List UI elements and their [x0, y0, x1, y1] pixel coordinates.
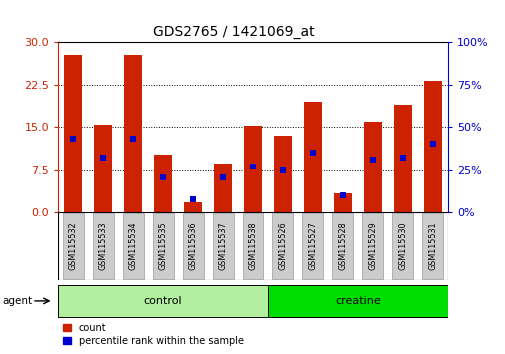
Bar [243, 126, 262, 212]
Text: control: control [143, 296, 182, 306]
Text: GSM115529: GSM115529 [368, 222, 377, 270]
Text: GSM115535: GSM115535 [158, 222, 167, 270]
Bar [332, 213, 352, 279]
Bar [153, 213, 173, 279]
Bar [122, 213, 143, 279]
Text: GSM115536: GSM115536 [188, 222, 197, 270]
Text: GSM115537: GSM115537 [218, 222, 227, 270]
Bar [70, 136, 76, 142]
Bar [422, 213, 442, 279]
Text: GSM115532: GSM115532 [69, 222, 78, 270]
Bar [154, 155, 172, 212]
Bar [64, 55, 82, 212]
Text: creatine: creatine [334, 296, 380, 306]
Bar [370, 157, 375, 163]
Bar [272, 213, 293, 279]
Bar [423, 81, 441, 212]
Legend: count, percentile rank within the sample: count, percentile rank within the sample [63, 323, 243, 346]
Bar [94, 125, 112, 212]
Bar [182, 213, 203, 279]
Bar [333, 193, 351, 212]
Bar [130, 136, 135, 142]
Bar [190, 196, 195, 202]
Text: GSM115538: GSM115538 [248, 222, 257, 270]
Bar [302, 213, 323, 279]
Bar [273, 136, 291, 212]
Bar [160, 174, 166, 180]
Bar [268, 285, 447, 317]
Bar [58, 285, 268, 317]
Text: GSM115534: GSM115534 [128, 222, 137, 270]
Bar [362, 213, 383, 279]
Bar [399, 155, 405, 161]
Bar [304, 102, 321, 212]
Bar [391, 213, 413, 279]
Bar [63, 213, 83, 279]
Bar [92, 213, 114, 279]
Bar [220, 174, 225, 180]
Bar [363, 122, 381, 212]
Text: GSM115527: GSM115527 [308, 222, 317, 270]
Text: agent: agent [3, 296, 33, 306]
Bar [280, 167, 285, 173]
Bar [184, 202, 201, 212]
Bar [250, 164, 255, 170]
Bar [242, 213, 263, 279]
Text: GSM115528: GSM115528 [338, 222, 347, 270]
Text: GSM115530: GSM115530 [397, 222, 407, 270]
Bar [339, 193, 345, 198]
Bar [100, 155, 106, 161]
Text: GSM115533: GSM115533 [98, 222, 108, 270]
Text: GSM115531: GSM115531 [427, 222, 436, 270]
Title: GDS2765 / 1421069_at: GDS2765 / 1421069_at [153, 25, 314, 39]
Bar [212, 213, 233, 279]
Bar [214, 164, 232, 212]
Text: GSM115526: GSM115526 [278, 222, 287, 270]
Bar [310, 150, 315, 156]
Bar [124, 55, 142, 212]
Bar [429, 142, 435, 147]
Bar [393, 105, 411, 212]
